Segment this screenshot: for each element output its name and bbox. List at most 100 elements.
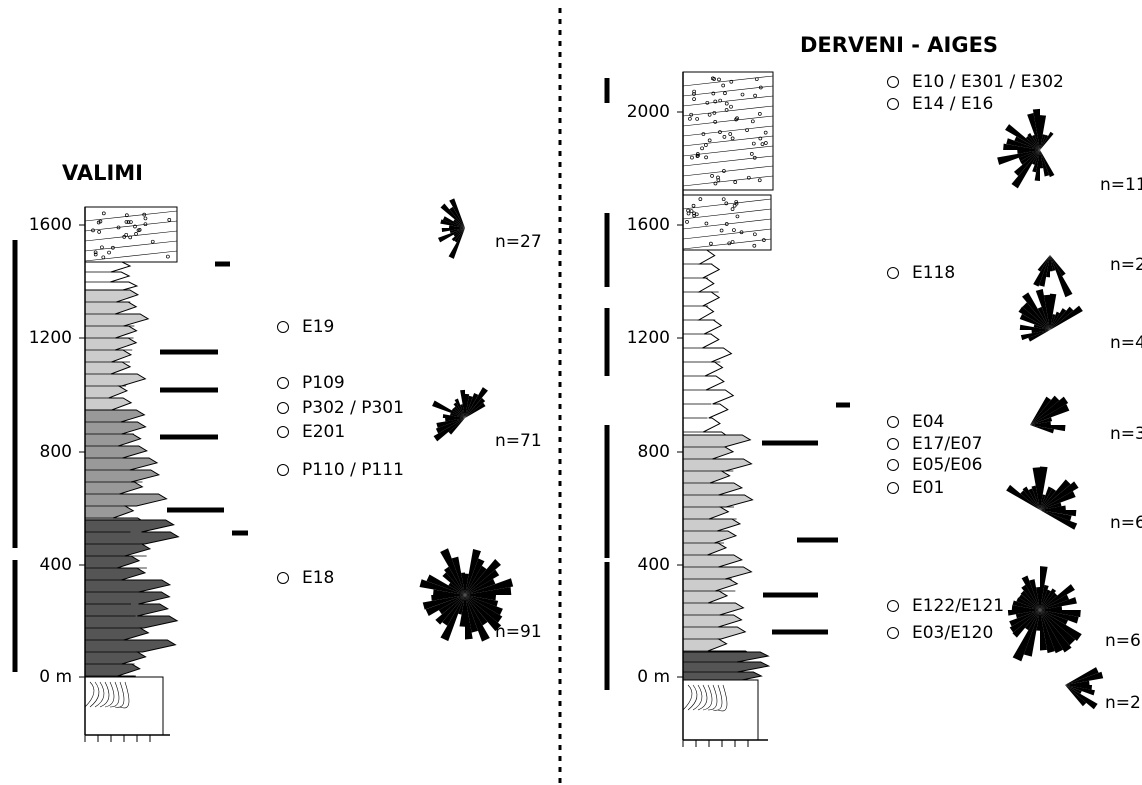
rose-petal: [443, 566, 465, 595]
section-title: DERVENI - AIGES: [800, 33, 998, 57]
rose-petal: [1050, 255, 1066, 277]
rose-petal: [465, 397, 486, 418]
rose-petal: [440, 595, 465, 642]
pebble: [689, 112, 694, 117]
sample-marker: [277, 321, 289, 333]
rose-petal: [1031, 330, 1050, 334]
rose-petal: [1040, 584, 1049, 610]
rose-petal: [1037, 255, 1050, 272]
rose-petal: [1035, 289, 1050, 330]
pebble: [91, 228, 95, 233]
rose-petal: [1040, 491, 1076, 510]
rose-petal: [1014, 136, 1040, 150]
pebble: [116, 225, 121, 230]
section-title: VALIMI: [62, 161, 143, 185]
rose-petal: [1040, 610, 1063, 654]
rose-petal: [1003, 143, 1040, 150]
rose-petal: [465, 595, 490, 642]
pebble: [688, 116, 692, 121]
pebble: [692, 213, 696, 218]
pebble: [740, 92, 745, 97]
rose-petal: [1009, 610, 1040, 633]
sample-marker: [277, 464, 289, 476]
rose-petal: [1040, 610, 1079, 624]
rose-petal: [454, 228, 465, 243]
rose-petal: [1020, 590, 1040, 610]
rose-petal: [438, 228, 465, 243]
pebble: [134, 232, 138, 236]
rose-petal: [1050, 255, 1056, 271]
sample-label: E05/E06: [912, 455, 982, 475]
rose-petal: [1040, 510, 1078, 530]
pebble: [719, 228, 724, 233]
sample-label: P110 / P111: [302, 460, 404, 480]
rose-petal: [1025, 135, 1040, 150]
rose-petal: [1023, 610, 1040, 657]
axis-label: 400: [40, 555, 72, 575]
pebble: [690, 155, 694, 160]
rose-petal: [1018, 306, 1050, 330]
cross-bed: [682, 125, 774, 137]
sample-marker: [887, 416, 899, 428]
rose-petal: [1040, 115, 1047, 150]
rose-petal: [1019, 313, 1050, 330]
pebble: [735, 214, 740, 219]
rose-petal: [435, 418, 465, 434]
axis-label: 1600: [29, 215, 72, 235]
pebble: [93, 250, 98, 255]
pebble: [758, 85, 763, 90]
pebble: [764, 141, 768, 145]
pebble: [107, 250, 111, 255]
sample-label: E118: [912, 263, 955, 283]
rose-petal: [1032, 467, 1040, 510]
rose-petal: [465, 595, 479, 633]
basement-fabric: [84, 681, 95, 708]
rose-petal: [426, 574, 465, 595]
pebble: [735, 116, 739, 121]
pebble: [733, 180, 738, 184]
pebble: [729, 104, 733, 109]
rose-petal: [1040, 566, 1048, 610]
pebble: [700, 146, 704, 151]
sample-marker: [887, 600, 899, 612]
rose-petal: [448, 228, 465, 259]
rose-petal: [1037, 306, 1050, 330]
rose-petal: [441, 228, 465, 233]
sample-marker: [887, 98, 899, 110]
rose-petal: [465, 578, 496, 595]
rose-petal: [465, 595, 502, 632]
rose-petal: [1065, 685, 1087, 707]
rose-petal: [1032, 150, 1040, 173]
basement-fabric: [89, 681, 100, 708]
rose-petal: [442, 414, 465, 418]
pebble: [124, 232, 129, 237]
rose-petal: [465, 558, 485, 595]
rose-petal: [1022, 302, 1050, 330]
axis-label: 2000: [627, 102, 670, 122]
sample-label: E04: [912, 412, 944, 432]
rose-petal: [460, 389, 465, 418]
rose-petal: [1038, 255, 1050, 287]
rose-petal: [1040, 488, 1057, 510]
pebble: [746, 175, 751, 180]
rose-petal: [448, 582, 465, 595]
pebble: [749, 152, 754, 156]
cross-bed: [682, 208, 772, 220]
rose-petal: [1040, 510, 1072, 521]
rose-petal: [433, 589, 465, 595]
rose-petal: [465, 569, 500, 595]
rose-petal: [450, 412, 465, 418]
rose-petal: [1040, 610, 1082, 641]
rose-petal: [453, 228, 465, 237]
axis-label: 800: [40, 442, 72, 462]
pebble: [716, 175, 720, 180]
pebble: [739, 230, 744, 235]
rose-petal: [465, 393, 470, 418]
cross-bed: [682, 165, 774, 177]
rose-petal: [1065, 680, 1090, 685]
pebble: [732, 228, 736, 232]
rose-petal: [453, 219, 465, 228]
pebble: [100, 245, 104, 250]
sample-label: E17/E07: [912, 434, 982, 454]
basement-fabric: [687, 684, 698, 711]
